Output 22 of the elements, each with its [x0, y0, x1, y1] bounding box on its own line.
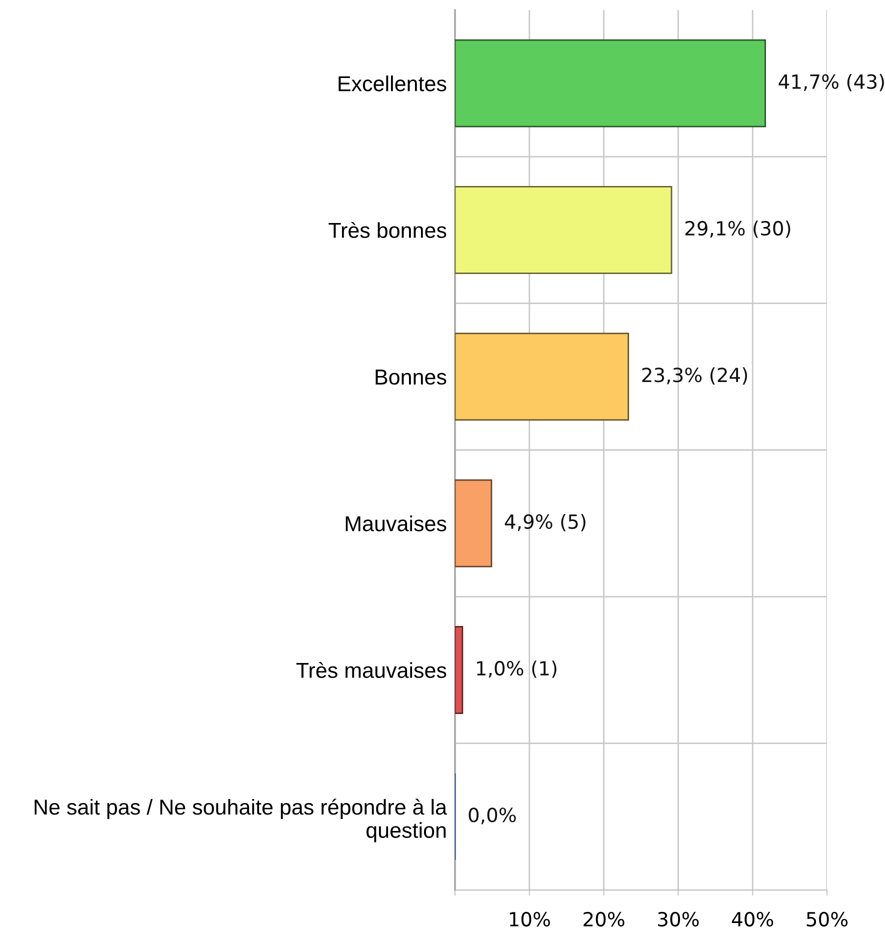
- x-tick-label: 50%: [806, 912, 848, 927]
- bar: [455, 39, 766, 128]
- bar: [455, 332, 630, 421]
- data-label: 4,9% (5): [504, 514, 586, 532]
- data-label: 41,7% (43): [778, 74, 884, 92]
- y-tick-label: Bonnes: [376, 370, 446, 385]
- bar: [455, 479, 492, 568]
- x-tick-label: 40%: [732, 912, 774, 927]
- y-tick-label: Très mauvaises: [296, 662, 446, 678]
- data-label: 1,0% (1): [477, 660, 556, 678]
- x-tick-label: 20%: [584, 912, 624, 927]
- y-tick-label: Mauvaises: [346, 516, 446, 532]
- data-label: 0,0%: [468, 808, 516, 824]
- y-tick-label: Ne sait pas / Ne souhaite pas répondre à la question: [34, 798, 448, 842]
- bar: [455, 186, 672, 274]
- bar: [455, 626, 464, 714]
- x-tick-label: 30%: [658, 912, 699, 927]
- x-tick-label: 10%: [510, 912, 550, 927]
- data-label: 23,3% (24): [642, 367, 748, 385]
- data-label: 29,1% (30): [685, 220, 790, 238]
- y-tick-label: Très bonnes: [328, 222, 446, 238]
- y-tick-label: Excellentes: [338, 76, 446, 92]
